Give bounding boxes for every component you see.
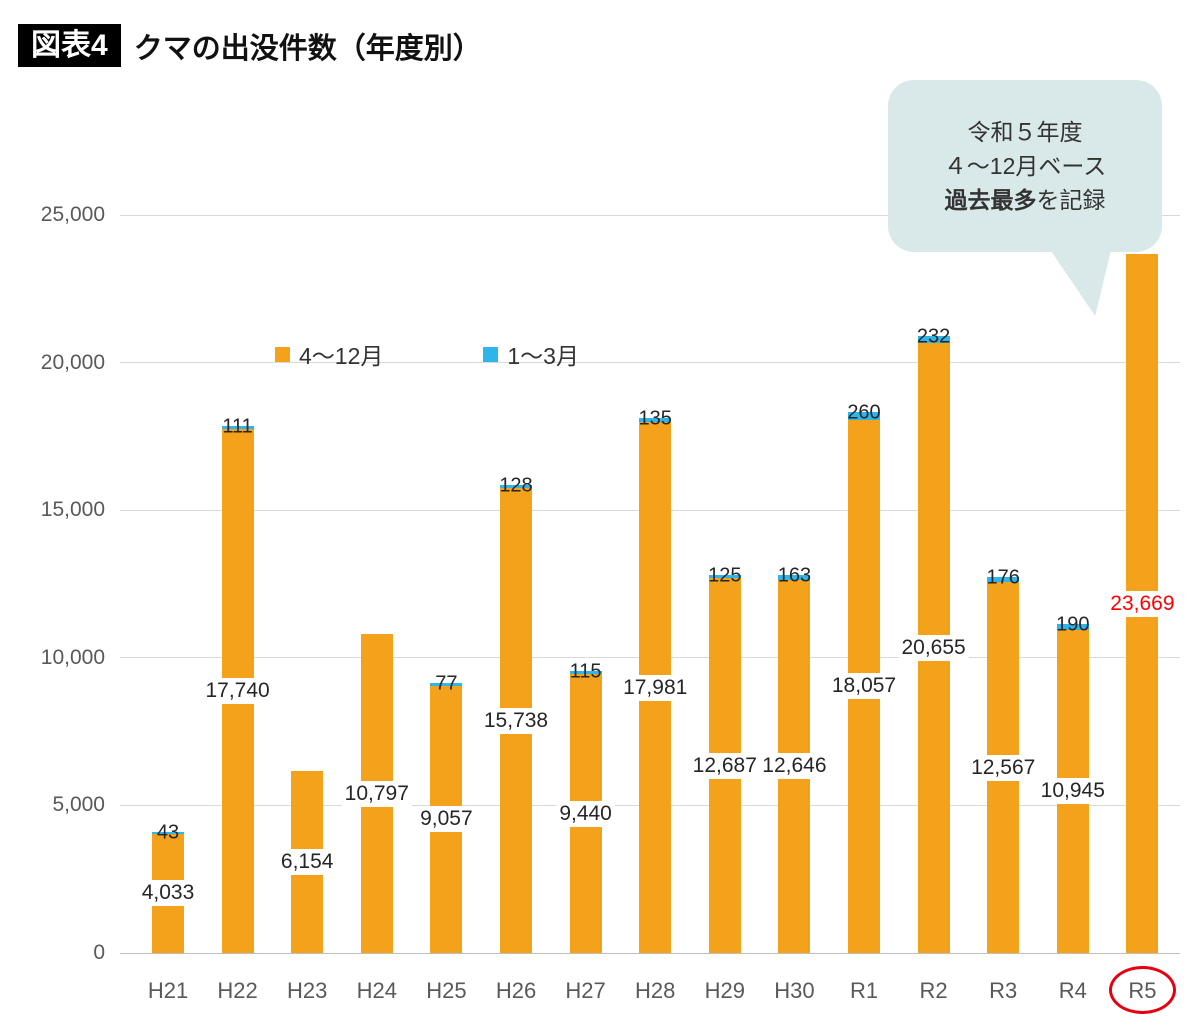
jan-mar-value-label: 232 (916, 325, 951, 348)
callout-line-1: 令和５年度 (967, 119, 1083, 145)
gridline (120, 214, 1180, 216)
jan-mar-value-label: 77 (435, 672, 458, 695)
x-axis-tick-label: H21 (147, 978, 189, 1003)
callout-bubble: 令和５年度 ４～12月ベース 過去最多を記録 (888, 80, 1162, 252)
bar-jan-mar (917, 336, 950, 344)
callout-line-3-rest: を記録 (1036, 187, 1106, 213)
x-axis-tick-label: H25 (426, 978, 467, 1003)
x-axis-tick-label: H22 (217, 978, 258, 1003)
figure-header: 図表4 クマの出没件数（年度別） (18, 24, 482, 67)
bar-jan-mar (1056, 624, 1089, 630)
jan-mar-value-label: 111 (222, 415, 253, 438)
legend-item-apr-dec: 4～12月 (275, 337, 383, 371)
apr-dec-value-label: 18,057 (828, 673, 900, 700)
x-axis-tick-label: H28 (635, 978, 676, 1003)
apr-dec-value-label: 20,655 (898, 635, 969, 662)
gridline (120, 362, 1180, 364)
x-axis-tick-label: H30 (774, 978, 815, 1003)
apr-dec-value-label: 12,687 (689, 752, 760, 779)
y-axis-tick-label: 25,000 (40, 203, 105, 226)
x-axis-tick-label: R3 (989, 978, 1018, 1003)
x-axis-tick-label: R1 (849, 978, 879, 1003)
bar-jan-mar (569, 670, 602, 675)
legend-label-jan-mar: 1～3月 (507, 343, 579, 369)
bar-jan-mar (500, 484, 532, 489)
legend-swatch-jan-mar-icon (483, 346, 499, 362)
jan-mar-value-label: 176 (986, 566, 1020, 589)
apr-dec-value-label: 9,057 (417, 806, 476, 833)
x-axis-tick-label: R4 (1058, 978, 1087, 1003)
apr-dec-value-label: 6,154 (277, 849, 337, 876)
apr-dec-value-label: 10,797 (341, 780, 412, 807)
jan-mar-value-label: 43 (156, 821, 180, 844)
bar-jan-mar (221, 426, 254, 430)
bar-jan-mar (430, 683, 463, 686)
apr-dec-value-label: 23,669 (1107, 590, 1178, 617)
apr-dec-value-label: 15,738 (480, 707, 552, 734)
figure-number-badge: 図表4 (18, 24, 121, 67)
bar-jan-mar (778, 574, 811, 580)
apr-dec-value-label: 4,033 (138, 880, 198, 907)
bar-jan-mar (987, 576, 1020, 582)
y-axis-tick-label: 10,000 (40, 645, 105, 669)
highlight-circle (1109, 966, 1176, 1014)
callout-emphasis: 過去最多 (944, 187, 1037, 213)
bar-jan-mar (708, 574, 741, 579)
figure-title: クマの出没件数（年度別） (133, 32, 482, 65)
x-axis-tick-label: R2 (919, 978, 948, 1003)
legend-item-jan-mar: 1～3月 (483, 337, 579, 371)
x-axis-tick-label: H27 (565, 978, 606, 1003)
apr-dec-value-label: 17,740 (202, 678, 273, 705)
callout-line-2: ４～12月ベース (943, 153, 1107, 179)
jan-mar-value-label: 115 (569, 660, 602, 683)
callout-line-3: 過去最多を記録 (945, 183, 1106, 217)
callout-tail (1047, 246, 1112, 316)
legend-label-apr-dec: 4～12月 (299, 343, 384, 369)
bar-jan-mar (152, 831, 184, 834)
y-axis-tick-label: 15,000 (40, 498, 105, 522)
jan-mar-value-label: 163 (777, 564, 812, 587)
jan-mar-value-label: 125 (708, 564, 742, 587)
apr-dec-value-label: 12,646 (759, 753, 830, 780)
bar-jan-mar (848, 412, 880, 420)
x-axis-tick-label: H24 (356, 978, 397, 1003)
legend-swatch-apr-dec-icon (275, 346, 290, 362)
x-axis-tick-label: H26 (495, 978, 537, 1003)
jan-mar-value-label: 128 (499, 474, 533, 497)
apr-dec-value-label: 17,981 (620, 674, 691, 701)
apr-dec-value-label: 10,945 (1037, 778, 1108, 805)
apr-dec-value-label: 12,567 (968, 754, 1039, 781)
chart-legend: 4～12月 1～3月 (275, 337, 579, 371)
jan-mar-value-label: 190 (1056, 613, 1090, 636)
y-axis-tick-label: 5,000 (52, 793, 105, 817)
jan-mar-value-label: 260 (847, 401, 881, 424)
y-axis-tick-label: 20,000 (40, 350, 105, 374)
jan-mar-value-label: 135 (638, 407, 672, 430)
apr-dec-value-label: 9,440 (556, 800, 615, 827)
x-axis-line (120, 952, 1180, 954)
x-axis-tick-label: H29 (704, 978, 745, 1003)
bar-jan-mar (639, 418, 672, 423)
y-axis-tick-label: 0 (93, 941, 105, 964)
x-axis-tick-label: H23 (287, 978, 328, 1003)
